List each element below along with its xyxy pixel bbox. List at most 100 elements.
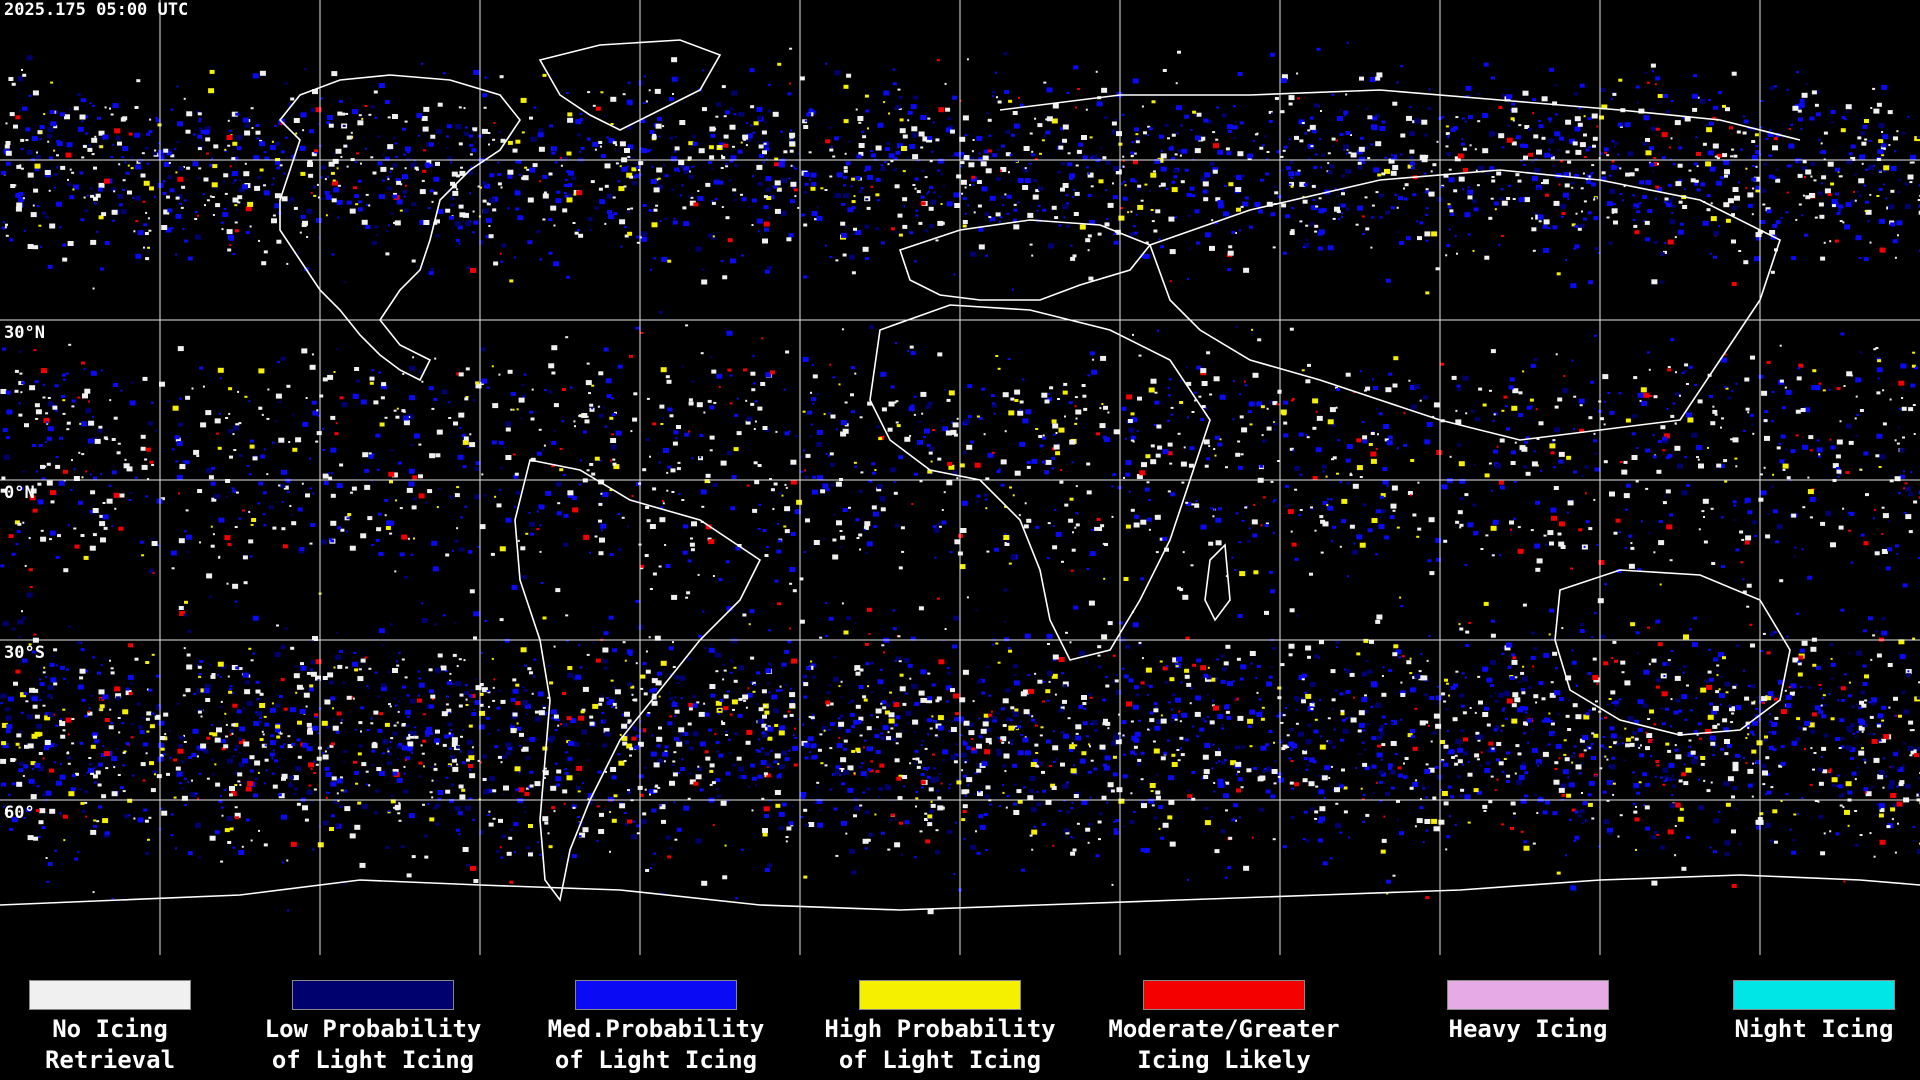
icing-pixel xyxy=(541,448,545,451)
icing-pixel xyxy=(1106,428,1108,431)
icing-pixel xyxy=(101,212,107,217)
icing-pixel xyxy=(1648,532,1651,534)
icing-pixel xyxy=(598,413,604,418)
icing-pixel xyxy=(943,491,946,494)
icing-pixel xyxy=(776,549,782,554)
icing-pixel xyxy=(1026,460,1031,464)
icing-pixel xyxy=(862,791,866,794)
icing-pixel xyxy=(295,437,302,443)
icing-pixel xyxy=(466,266,470,270)
icing-pixel xyxy=(805,518,810,523)
icing-pixel xyxy=(1435,537,1442,543)
icing-pixel xyxy=(512,408,515,411)
icing-pixel xyxy=(1378,524,1385,530)
icing-pixel xyxy=(263,524,267,527)
icing-pixel xyxy=(388,471,395,477)
icing-pixel xyxy=(741,197,747,202)
icing-pixel xyxy=(1878,466,1882,468)
icing-pixel xyxy=(950,421,954,424)
icing-pixel xyxy=(1298,119,1305,125)
icing-pixel xyxy=(948,125,954,130)
icing-pixel xyxy=(1263,135,1267,138)
icing-pixel xyxy=(1188,463,1194,468)
icing-pixel xyxy=(1909,161,1913,164)
icing-pixel xyxy=(494,745,499,749)
icing-pixel xyxy=(204,204,206,207)
icing-pixel xyxy=(41,368,47,374)
icing-pixel xyxy=(1705,161,1712,167)
icing-pixel xyxy=(1424,154,1429,158)
icing-pixel xyxy=(763,142,767,145)
icing-pixel xyxy=(1900,474,1906,479)
icing-pixel xyxy=(42,384,45,386)
icing-pixel xyxy=(83,196,86,199)
icing-pixel xyxy=(1732,187,1739,192)
icing-pixel xyxy=(1068,401,1073,405)
icing-pixel xyxy=(536,451,542,456)
icing-pixel xyxy=(1818,138,1821,141)
icing-pixel xyxy=(1918,184,1920,187)
icing-pixel xyxy=(1541,182,1544,184)
icing-pixel xyxy=(866,541,873,547)
icing-pixel xyxy=(1509,377,1515,382)
icing-pixel xyxy=(394,220,401,226)
icing-pixel xyxy=(962,197,967,200)
icing-pixel xyxy=(704,479,710,484)
icing-pixel xyxy=(275,141,281,146)
icing-pixel xyxy=(781,802,787,807)
icing-pixel xyxy=(431,200,434,203)
icing-pixel xyxy=(1126,394,1133,400)
icing-pixel xyxy=(708,539,715,545)
icing-pixel xyxy=(499,546,506,552)
icing-pixel xyxy=(869,325,874,330)
icing-pixel xyxy=(38,820,44,825)
icing-pixel xyxy=(1393,356,1399,361)
icing-pixel xyxy=(1288,183,1292,186)
icing-pixel xyxy=(252,73,259,79)
icing-pixel xyxy=(790,532,796,537)
icing-pixel xyxy=(1074,422,1078,425)
icing-pixel xyxy=(446,147,449,150)
icing-pixel xyxy=(936,59,940,62)
icing-pixel xyxy=(1052,844,1055,847)
icing-pixel xyxy=(69,108,71,111)
icing-pixel xyxy=(633,392,638,396)
icing-pixel xyxy=(1534,212,1538,215)
icing-pixel xyxy=(249,439,254,443)
icing-pixel xyxy=(1889,398,1892,401)
icing-pixel xyxy=(1904,204,1911,209)
icing-pixel xyxy=(428,142,434,147)
icing-pixel xyxy=(178,166,184,171)
icing-pixel xyxy=(356,379,360,383)
icing-pixel xyxy=(1642,195,1648,199)
icing-pixel xyxy=(208,475,214,480)
icing-pixel xyxy=(563,184,568,187)
icing-pixel xyxy=(835,259,839,262)
icing-pixel xyxy=(1320,551,1324,554)
icing-pixel xyxy=(945,430,952,436)
icing-pixel xyxy=(352,109,358,115)
icing-pixel xyxy=(1724,480,1728,483)
icing-pixel xyxy=(469,589,475,594)
icing-pixel xyxy=(665,564,671,568)
icing-pixel xyxy=(993,548,997,551)
icing-pixel xyxy=(930,803,936,808)
icing-pixel xyxy=(1089,136,1093,139)
icing-pixel xyxy=(566,275,571,279)
icing-pixel xyxy=(1337,203,1341,206)
icing-pixel xyxy=(1899,654,1906,660)
icing-pixel xyxy=(1706,194,1711,198)
icing-pixel xyxy=(330,520,337,526)
icing-pixel xyxy=(59,112,65,117)
icing-pixel xyxy=(1451,375,1457,380)
icing-pixel xyxy=(1189,446,1195,451)
icing-pixel xyxy=(895,104,901,109)
icing-pixel xyxy=(962,220,968,224)
icing-pixel xyxy=(395,178,401,183)
icing-pixel xyxy=(224,535,231,541)
icing-pixel xyxy=(1171,180,1176,184)
icing-pixel xyxy=(223,150,227,153)
icing-pixel xyxy=(867,174,873,180)
icing-pixel xyxy=(1565,119,1572,125)
icing-pixel xyxy=(689,542,695,547)
